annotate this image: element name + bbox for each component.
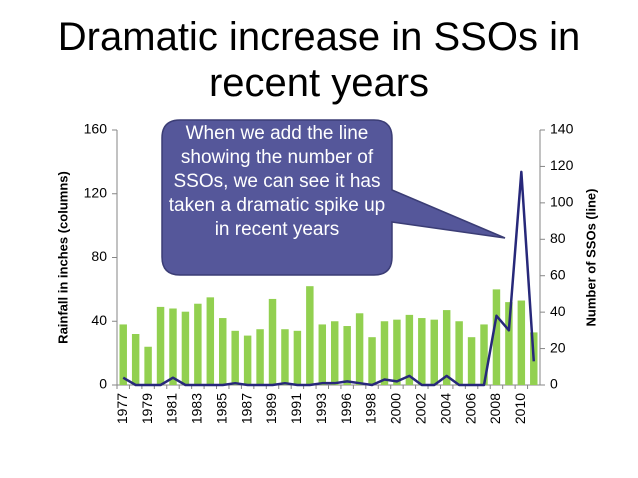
y-tick-label: 40 <box>91 312 107 328</box>
bar <box>343 326 351 385</box>
x-tick-label: 1985 <box>213 393 229 424</box>
bar <box>330 321 339 385</box>
x-tick-label: 2008 <box>487 393 503 424</box>
bar <box>169 308 177 385</box>
bar <box>480 324 488 385</box>
bar <box>219 318 227 385</box>
bar <box>505 302 513 385</box>
bar <box>231 330 239 385</box>
bar <box>119 324 127 385</box>
line <box>122 170 536 387</box>
bar <box>156 306 165 385</box>
y2-tick-label: 0 <box>550 376 558 392</box>
x-tick-label: 1991 <box>288 393 304 424</box>
bar <box>181 311 190 385</box>
bar <box>455 321 463 385</box>
callout-text: When we add the line showing the number … <box>168 123 386 240</box>
bar <box>430 319 438 385</box>
x-tick-label: 1996 <box>338 393 354 424</box>
bar <box>243 335 252 385</box>
y2-tick-label: 120 <box>550 157 574 173</box>
y-tick-label: 80 <box>91 248 107 264</box>
slide-title: Dramatic increase in SSOs in recent year… <box>57 15 581 105</box>
x-tick-label: 1993 <box>313 393 329 424</box>
x-tick-label: 2000 <box>388 393 404 424</box>
x-tick-label: 2004 <box>437 393 453 424</box>
bar <box>492 289 501 385</box>
bar <box>405 314 414 385</box>
x-tick-label: 1983 <box>189 393 205 424</box>
bar <box>368 337 376 385</box>
x-tick-label: 2002 <box>413 393 429 424</box>
bar <box>268 298 277 385</box>
y-tick-label: 0 <box>99 376 107 392</box>
bar <box>144 346 152 385</box>
bar <box>318 324 327 385</box>
y2-axis-title: Number of SSOs (line) <box>583 189 598 327</box>
callout-bubble <box>161 119 506 276</box>
x-tick-label: 2006 <box>462 393 478 424</box>
x-tick-label: 1977 <box>114 393 130 424</box>
y2-tick-label: 40 <box>550 303 566 319</box>
x-tick-label: 1987 <box>238 393 254 424</box>
x-tick-label: 2010 <box>512 393 528 424</box>
x-tick-label: 1979 <box>139 393 155 424</box>
bar <box>131 334 140 385</box>
x-tick-label: 1998 <box>363 393 379 424</box>
bar <box>517 300 526 385</box>
y-axis-title: Rainfall in inches (columns) <box>55 171 70 344</box>
y2-tick-label: 100 <box>550 194 574 210</box>
y2-tick-label: 60 <box>550 266 566 282</box>
bar <box>467 337 476 385</box>
x-tick-label: 1981 <box>164 393 180 424</box>
bar <box>442 310 451 385</box>
bar <box>355 313 364 385</box>
bar <box>293 330 302 385</box>
bar <box>194 303 202 385</box>
x-tick-label: 1989 <box>263 393 279 424</box>
y2-tick-label: 20 <box>550 339 566 355</box>
bar <box>206 297 215 385</box>
bar <box>256 329 264 385</box>
bar <box>306 286 314 385</box>
y2-tick-label: 140 <box>550 121 574 137</box>
y-tick-label: 120 <box>84 184 108 200</box>
bar <box>393 319 401 385</box>
bar <box>281 329 289 385</box>
bar <box>418 318 426 385</box>
y2-tick-label: 80 <box>550 230 566 246</box>
y-tick-label: 160 <box>84 121 108 137</box>
bar <box>380 321 389 385</box>
